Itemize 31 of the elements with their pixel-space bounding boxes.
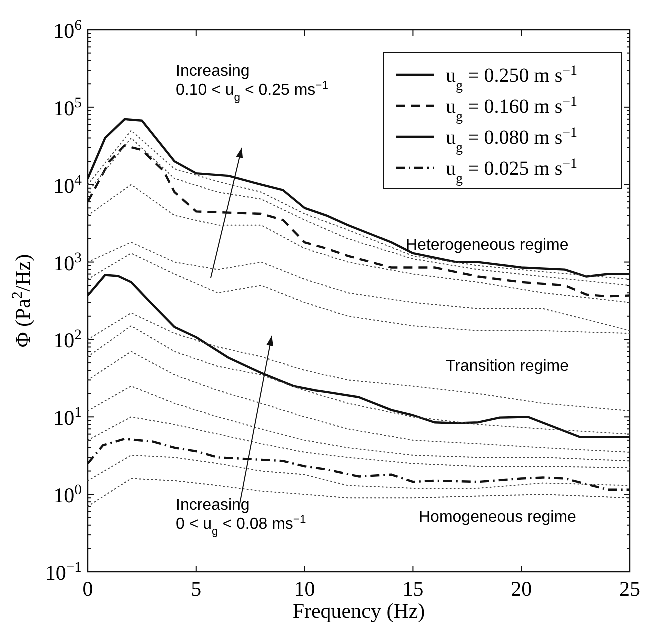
y-tick-label: 10$^{6}$ [54, 18, 82, 43]
annotation: Heterogeneous regime [406, 237, 569, 254]
annotation: Increasing 0.10 < u$_{g}$ < 0.25 ms$^{−1}$ [176, 63, 328, 104]
y-tick-label: 10$^{0}$ [54, 482, 82, 508]
x-axis-title: Frequency (Hz) [292, 599, 426, 623]
y-tick-label: 10$^{3}$ [54, 250, 82, 276]
x-tick-label: 10 [294, 577, 316, 601]
x-tick-label: 15 [402, 577, 424, 601]
line-series [88, 351, 630, 453]
x-tick-label: 5 [191, 577, 202, 601]
line-series [88, 326, 630, 435]
line-series [88, 312, 630, 412]
x-tick-label: 20 [511, 577, 532, 601]
y-tick-label: 10$^{1}$ [54, 405, 82, 430]
line-series [88, 454, 630, 489]
legend-label: u$_{g}$ = 0.025 m s$^{−1}$ [446, 156, 578, 186]
y-tick-label: 10$^{−1}$ [45, 560, 82, 585]
line-series [88, 386, 630, 462]
annotation: Homogeneous regime [419, 509, 577, 526]
line-series [88, 416, 630, 469]
x-tick-label: 25 [620, 577, 640, 601]
y-tick-label: 10$^{2}$ [54, 328, 82, 353]
legend-label: u$_{g}$ = 0.080 m s$^{−1}$ [446, 126, 578, 156]
legend-label: u$_{g}$ = 0.250 m s$^{−1}$ [446, 64, 578, 94]
legend-label: u$_{g}$ = 0.160 m s$^{−1}$ [446, 94, 578, 124]
annotation: Transition regime [446, 358, 570, 375]
y-tick-label: 10$^{5}$ [54, 95, 82, 120]
y-tick-label: 10$^{4}$ [54, 172, 83, 198]
line-series [88, 184, 630, 304]
annotation: Increasing 0 < u$_{g}$ < 0.08 ms$^{−1}$ [176, 497, 306, 538]
x-tick-label: 0 [82, 577, 94, 601]
